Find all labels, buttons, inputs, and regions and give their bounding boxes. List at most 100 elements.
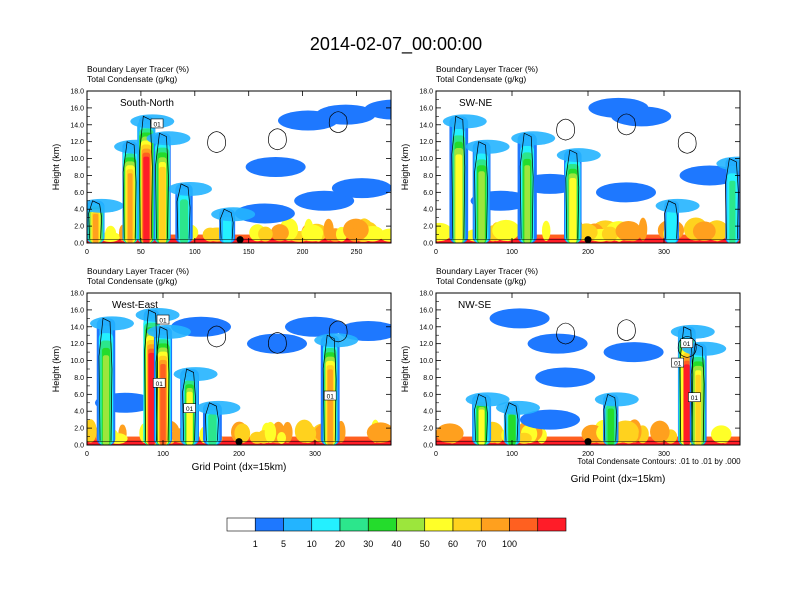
convective-column: [478, 171, 485, 243]
anvil: [511, 131, 556, 146]
surface-plume: [516, 432, 532, 444]
y-tick-label: 6.0: [74, 392, 84, 399]
surface-plume: [249, 431, 265, 444]
x-tick-label: 0: [85, 249, 89, 256]
colorbar-swatch: [226, 517, 256, 532]
panel-name: West-East: [112, 300, 158, 311]
convective-column: [102, 355, 110, 445]
surface-plume: [347, 228, 363, 242]
surface-plume: [615, 221, 642, 242]
colorbar-label: 60: [448, 539, 458, 549]
tracer-patch: [535, 367, 596, 388]
convective-column: [729, 180, 736, 243]
surface-plume: [234, 423, 251, 444]
y-tick-label: 4.0: [74, 207, 84, 214]
x-tick-label: 100: [157, 451, 169, 458]
panel-variable-2: Total Condensate (g/kg): [87, 74, 177, 84]
y-tick-label: 14.0: [419, 324, 433, 331]
condensate-contour: [328, 320, 348, 343]
y-tick-label: 0.0: [74, 241, 84, 248]
tracer-patch: [364, 99, 391, 120]
colorbar-label: 40: [391, 539, 401, 549]
anvil: [716, 156, 740, 171]
anvil: [87, 198, 124, 213]
surface-plume: [436, 423, 464, 444]
anvil: [168, 181, 213, 196]
tracer-patch: [489, 308, 550, 329]
y-axis: 0.0 2.0 4.0 6.0 8.0 10.0 12.0 14.0 16.0 18.0: [70, 89, 391, 248]
condensate-contour: [474, 393, 488, 441]
contour-label-box: [688, 392, 701, 403]
y-tick-label: 8.0: [423, 173, 433, 180]
y-tick-label: 8.0: [74, 375, 84, 382]
convective-column: [208, 413, 217, 445]
condensate-contour: [556, 118, 575, 141]
tracer-patch: [603, 342, 664, 363]
surface-plume: [436, 225, 443, 242]
condensate-contour: [677, 336, 697, 358]
colorbar-swatch: [452, 517, 482, 532]
panel-west-east: 01 01 01 01 Boundary Layer Tracer (%)Total C…: [51, 266, 392, 473]
x-axis-label: Grid Point (dx=15km): [192, 462, 287, 473]
figure-title: 2014-02-07_00:00:00: [310, 34, 482, 55]
contour-label: 01: [156, 381, 164, 388]
x-tick-label: 300: [658, 249, 670, 256]
y-tick-label: 14.0: [70, 122, 84, 129]
condensate-contour: [617, 319, 636, 342]
surface-plume: [258, 226, 273, 242]
y-tick-label: 18.0: [70, 291, 84, 298]
colorbar: 1 5 10 20 30 40 50 60 70 100: [226, 517, 567, 549]
condensate-contour: [205, 402, 219, 441]
y-axis-label: Height (km): [51, 346, 61, 393]
convective-column: [160, 364, 166, 445]
colorbar-label: 70: [476, 539, 486, 549]
surface-plume: [492, 219, 520, 241]
anvil: [147, 324, 191, 339]
condensate-contour: [322, 334, 337, 441]
x-tick-label: 150: [243, 249, 255, 256]
y-axis-label: Height (km): [400, 346, 410, 393]
y-tick-label: 12.0: [419, 341, 433, 348]
y-tick-label: 10.0: [70, 156, 84, 163]
y-tick-label: 18.0: [419, 291, 433, 298]
panel-variable-2: Total Condensate (g/kg): [436, 74, 526, 84]
contour-label-box: [152, 378, 166, 388]
convective-column: [148, 352, 155, 445]
contour-label: 01: [683, 341, 691, 348]
convective-column: [143, 156, 150, 243]
anvil: [90, 316, 134, 331]
convective-column: [569, 177, 577, 243]
condensate-contour: [219, 208, 234, 239]
x-tick-label: 300: [309, 451, 321, 458]
x-tick-label: 0: [434, 451, 438, 458]
condensate-contour: [176, 183, 191, 239]
x-tick-label: 200: [582, 249, 594, 256]
y-tick-label: 14.0: [419, 122, 433, 129]
tracer-patch: [245, 157, 306, 177]
convective-column: [666, 210, 677, 243]
y-tick-label: 18.0: [70, 89, 84, 96]
y-tick-label: 18.0: [419, 89, 433, 96]
y-tick-label: 6.0: [74, 190, 84, 197]
y-tick-label: 16.0: [70, 307, 84, 314]
condensate-contour: [565, 149, 580, 239]
y-tick-label: 16.0: [70, 105, 84, 112]
panel-name: SW-NE: [459, 98, 492, 109]
condensate-contour: [679, 326, 694, 441]
y-tick-label: 14.0: [70, 324, 84, 331]
contour-label: 01: [674, 361, 682, 368]
surface-plume: [650, 420, 670, 443]
surface-plume: [323, 218, 334, 241]
colorbar-label: 50: [420, 539, 430, 549]
tracer-patch: [679, 165, 740, 186]
x-tick-label: 50: [137, 249, 145, 256]
contour-label: 01: [327, 394, 335, 401]
surface-plume: [270, 224, 289, 242]
y-tick-label: 0.0: [74, 443, 84, 450]
anvil: [682, 341, 727, 356]
colorbar-swatch: [311, 517, 341, 532]
x-axis-label: Grid Point (dx=15km): [571, 474, 666, 485]
convective-column: [683, 364, 690, 445]
